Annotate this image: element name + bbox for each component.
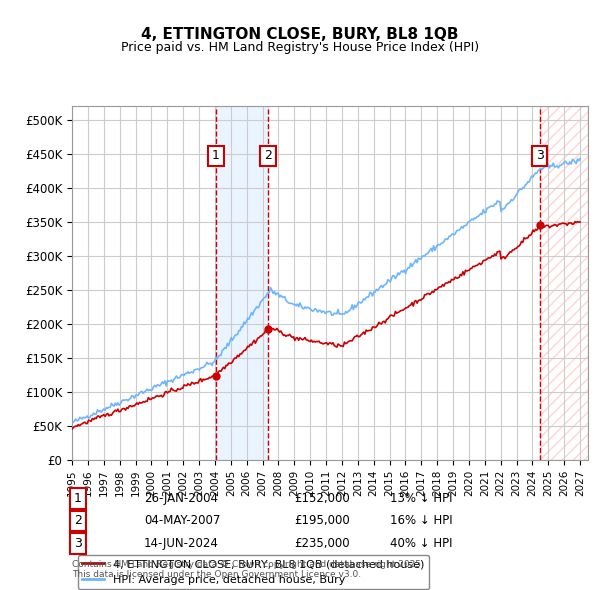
Legend: 4, ETTINGTON CLOSE, BURY, BL8 1QB (detached house), HPI: Average price, detached: 4, ETTINGTON CLOSE, BURY, BL8 1QB (detac… [77, 555, 429, 589]
Text: 13% ↓ HPI: 13% ↓ HPI [390, 492, 452, 505]
Text: 3: 3 [74, 537, 82, 550]
Bar [216, 106, 268, 460]
Text: 2: 2 [74, 514, 82, 527]
Text: 04-MAY-2007: 04-MAY-2007 [144, 514, 220, 527]
Bar [539, 106, 588, 460]
Text: £152,000: £152,000 [294, 492, 350, 505]
Text: 1: 1 [212, 149, 220, 162]
Bar [539, 106, 588, 460]
Text: 26-JAN-2004: 26-JAN-2004 [144, 492, 218, 505]
Text: Contains HM Land Registry data © Crown copyright and database right 2025.
This d: Contains HM Land Registry data © Crown c… [72, 560, 424, 579]
Text: 2: 2 [264, 149, 272, 162]
Text: Price paid vs. HM Land Registry's House Price Index (HPI): Price paid vs. HM Land Registry's House … [121, 41, 479, 54]
Text: 40% ↓ HPI: 40% ↓ HPI [390, 537, 452, 550]
Text: 1: 1 [74, 492, 82, 505]
Text: 4, ETTINGTON CLOSE, BURY, BL8 1QB: 4, ETTINGTON CLOSE, BURY, BL8 1QB [141, 27, 459, 41]
Text: £195,000: £195,000 [294, 514, 350, 527]
Text: 16% ↓ HPI: 16% ↓ HPI [390, 514, 452, 527]
Text: 14-JUN-2024: 14-JUN-2024 [144, 537, 219, 550]
Text: 3: 3 [536, 149, 544, 162]
Text: £235,000: £235,000 [294, 537, 350, 550]
